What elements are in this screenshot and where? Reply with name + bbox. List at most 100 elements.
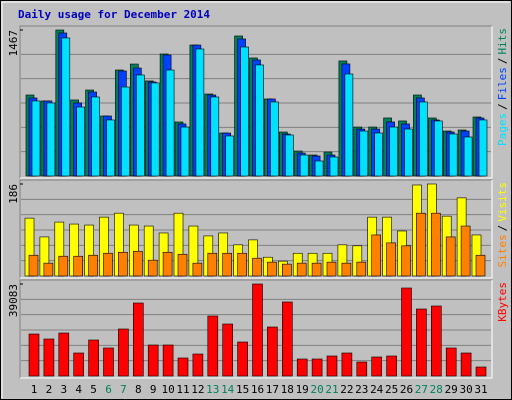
bar	[404, 128, 413, 177]
bar	[267, 326, 278, 377]
bar	[448, 133, 458, 177]
bar	[326, 261, 337, 277]
x-tick-label: 31	[474, 383, 487, 396]
bar	[478, 119, 488, 177]
x-tick-label: 23	[355, 383, 368, 396]
legend: Sites / Visits	[496, 182, 509, 268]
bar	[73, 352, 84, 377]
bar	[270, 101, 279, 177]
x-tick-label: 30	[459, 383, 472, 396]
bar	[165, 69, 175, 177]
x-tick-label: 6	[105, 383, 112, 396]
bar	[147, 344, 159, 377]
y-tick-label: 1467	[7, 30, 20, 57]
legend-separator: /	[496, 225, 509, 232]
x-tick-label: 15	[236, 383, 249, 396]
x-tick-label: 26	[400, 383, 413, 396]
bar	[430, 305, 442, 377]
legend-entry: Sites	[496, 234, 509, 267]
bar	[118, 328, 129, 377]
x-tick-label: 20	[310, 383, 323, 396]
bar	[91, 96, 100, 177]
x-tick-label: 13	[206, 383, 219, 396]
bar	[88, 254, 98, 277]
x-tick-label: 8	[135, 383, 142, 396]
bar	[433, 120, 443, 177]
bar	[311, 358, 323, 377]
bar	[371, 234, 382, 277]
bar	[326, 355, 338, 377]
panel-bevel	[20, 180, 493, 279]
y-tick-label: 39083	[7, 284, 20, 317]
bar	[267, 261, 277, 277]
bar	[445, 236, 456, 277]
bar	[299, 154, 309, 177]
bar	[162, 251, 173, 277]
bar	[359, 130, 369, 177]
bar	[386, 242, 396, 277]
bar	[210, 96, 220, 177]
bar	[430, 212, 441, 277]
bar	[445, 347, 457, 377]
x-tick-label: 14	[221, 383, 235, 396]
bar	[401, 245, 411, 277]
bar	[133, 302, 144, 377]
y-tick-label: 186	[7, 184, 20, 204]
legend-entry: Pages	[496, 113, 509, 146]
bar	[150, 82, 160, 177]
bar	[46, 102, 56, 177]
legend-entry: Hits	[496, 28, 509, 55]
bar	[329, 156, 339, 177]
bar	[88, 339, 99, 377]
x-tick-label: 4	[75, 383, 82, 396]
bar	[136, 74, 145, 177]
x-tick-label: 2	[46, 383, 53, 396]
bar	[61, 37, 71, 177]
bar	[180, 126, 190, 177]
bar	[58, 255, 69, 277]
bar	[103, 347, 114, 377]
x-tick-label: 7	[120, 383, 127, 396]
legend-separator: /	[496, 58, 509, 65]
bar	[475, 366, 487, 377]
bar	[237, 341, 248, 377]
bar	[296, 262, 307, 277]
bar	[207, 252, 218, 277]
x-tick-label: 11	[176, 383, 189, 396]
bar	[103, 252, 113, 277]
bar	[311, 262, 322, 277]
x-tick-label: 25	[385, 383, 398, 396]
bar	[222, 252, 232, 277]
x-tick-label: 29	[445, 383, 458, 396]
x-tick-label: 1	[31, 383, 38, 396]
bar	[475, 254, 486, 277]
legend-entry: KBytes	[496, 282, 509, 322]
bar	[401, 287, 412, 377]
bar	[463, 136, 473, 177]
bar	[281, 301, 293, 377]
bar	[240, 46, 249, 177]
bar	[177, 253, 188, 277]
x-tick-label: 27	[415, 383, 428, 396]
panel-bevel	[20, 26, 493, 179]
bar	[356, 361, 368, 377]
bar	[195, 48, 205, 177]
bar	[43, 338, 55, 377]
bar	[356, 261, 367, 277]
bar	[252, 257, 262, 277]
legend-entry: Visits	[496, 182, 509, 222]
bar	[416, 308, 427, 377]
bar	[374, 132, 384, 177]
bar	[222, 323, 233, 377]
legend: Pages / Files / Hits	[496, 28, 509, 146]
x-tick-label: 28	[430, 383, 443, 396]
bar	[386, 355, 397, 377]
bar	[225, 135, 234, 177]
bar	[147, 259, 158, 277]
x-tick-label: 19	[296, 383, 309, 396]
bar	[73, 255, 83, 277]
bar	[192, 262, 203, 277]
